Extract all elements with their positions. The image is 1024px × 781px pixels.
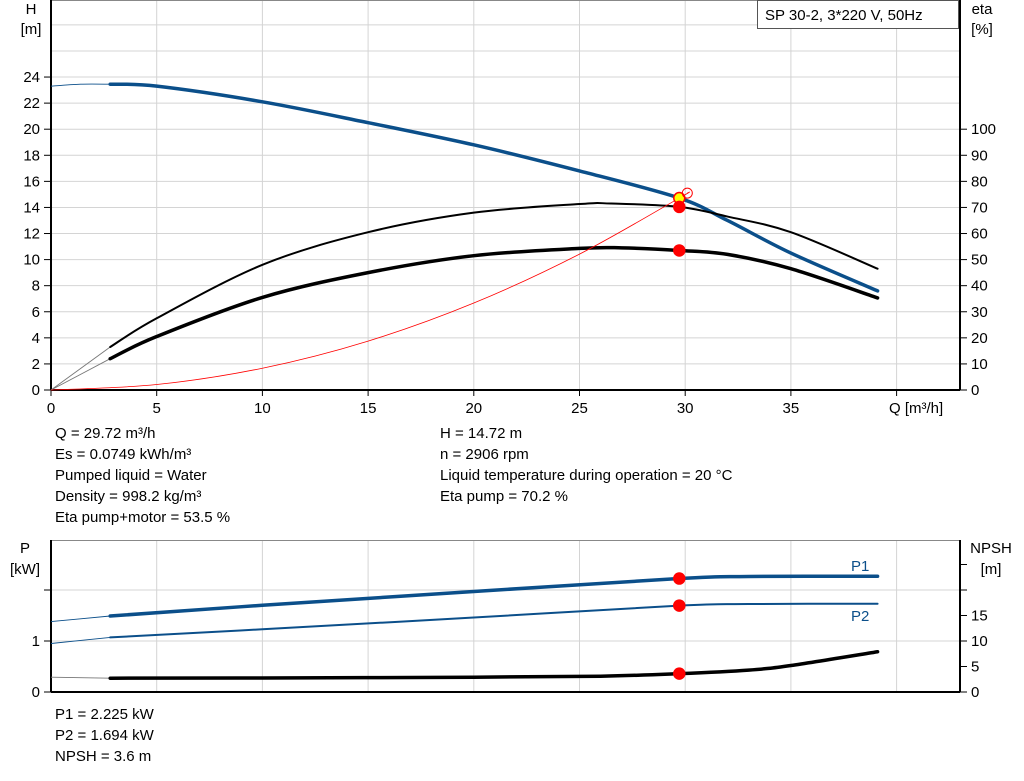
left-axis-tick-label: 1 [32,633,40,650]
info-density: Density = 998.2 kg/m³ [55,488,202,505]
curve-extension [50,615,111,623]
left-axis-tick-label: 6 [32,304,40,321]
info-top-right: H = 14.72 m n = 2906 rpm Liquid temperat… [440,423,732,507]
operating-point-marker [673,599,686,612]
npsh-axis-label: NPSH [970,540,1012,557]
h-axis-unit: [m] [21,21,42,38]
left-axis-tick-label: 22 [23,95,40,112]
curve-extension [50,83,111,87]
operating-point-marker [673,572,686,585]
curve-extension [50,358,111,391]
left-axis-tick-label: 8 [32,278,40,295]
left-axis-tick-label: 10 [23,252,40,269]
left-axis-tick-label: 0 [32,684,40,701]
x-axis-tick-label: 5 [153,400,161,417]
x-axis-tick-label: 25 [571,400,588,417]
right-axis-tick-label: 80 [971,173,988,190]
right-axis-tick-label: 50 [971,252,988,269]
eta-axis-label: eta [972,1,994,18]
right-axis-tick-label: 30 [971,304,988,321]
curve-extension [50,346,111,391]
right-axis-tick-label: 5 [971,659,979,676]
x-axis-tick-label: 10 [254,400,271,417]
x-axis-tick-label: 35 [783,400,800,417]
right-axis-tick-label: 60 [971,226,988,243]
x-axis-tick-label: 0 [47,400,55,417]
data-curve [50,191,690,391]
left-axis-tick-label: 12 [23,226,40,243]
operating-point-marker [681,187,693,199]
info-p1: P1 = 2.225 kW [55,706,154,723]
data-curve [108,649,880,680]
info-speed: n = 2906 rpm [440,446,529,463]
data-curve [108,82,880,293]
p-axis-label: P [20,540,30,557]
info-liquid-temperature: Liquid temperature during operation = 20… [440,467,733,484]
info-head: H = 14.72 m [440,425,523,442]
right-axis-tick-label: 40 [971,278,988,295]
data-curve [108,245,880,361]
p2-series-label: P2 [851,608,869,625]
right-axis-tick-label: 0 [971,684,979,701]
left-axis-tick-label: 0 [32,382,40,399]
h-axis-label: H [26,1,37,18]
data-curve [108,574,880,618]
performance-chart: 0246810121416182022240102030405060708090… [23,0,996,417]
right-axis-tick-label: 10 [971,356,988,373]
info-p2: P2 = 1.694 kW [55,727,154,744]
npsh-axis-unit: [m] [981,561,1002,578]
right-axis-tick-label: 0 [971,382,979,399]
left-axis-tick-label: 14 [23,199,40,216]
info-npsh: NPSH = 3.6 m [55,748,152,765]
info-eta-pump-motor: Eta pump+motor = 53.5 % [55,509,231,526]
data-curve [109,202,879,348]
left-axis-tick-label: 24 [23,69,40,86]
info-eta-pump: Eta pump = 70.2 % [440,488,568,505]
q-axis-label: Q [m³/h] [889,400,943,417]
p1-series-label: P1 [851,558,869,575]
x-axis-tick-label: 20 [465,400,482,417]
left-axis-tick-label: 4 [32,330,40,347]
right-axis-tick-label: 20 [971,330,988,347]
data-curve [109,602,879,639]
info-bottom: P1 = 2.225 kW P2 = 1.694 kW NPSH = 3.6 m [55,704,154,767]
right-axis-tick-label: 10 [971,633,988,650]
info-pumped-liquid: Pumped liquid = Water [55,467,207,484]
right-axis-tick-label: 90 [971,147,988,164]
right-axis-tick-label: 70 [971,199,988,216]
info-flow: Q = 29.72 m³/h [55,425,156,442]
curve-extension [50,636,111,644]
curve-extension [50,676,111,679]
left-axis-tick-label: 2 [32,356,40,373]
pump-title: SP 30-2, 3*220 V, 50Hz [765,7,923,24]
operating-point-marker [673,667,686,680]
p-axis-unit: [kW] [10,561,40,578]
x-axis-tick-label: 15 [360,400,377,417]
operating-point-marker [673,200,686,214]
left-axis-tick-label: 18 [23,147,40,164]
info-specific-energy: Es = 0.0749 kWh/m³ [55,446,192,463]
operating-point-marker [673,244,686,257]
right-axis-tick-label: 15 [971,608,988,625]
right-axis-tick-label: 100 [971,121,996,138]
left-axis-tick-label: 20 [23,121,40,138]
info-top-left: Q = 29.72 m³/h Es = 0.0749 kWh/m³ Pumped… [55,423,230,528]
pump-title-box [757,0,959,29]
left-axis-tick-label: 16 [23,173,40,190]
eta-axis-unit: [%] [971,21,993,38]
x-axis-tick-label: 30 [677,400,694,417]
